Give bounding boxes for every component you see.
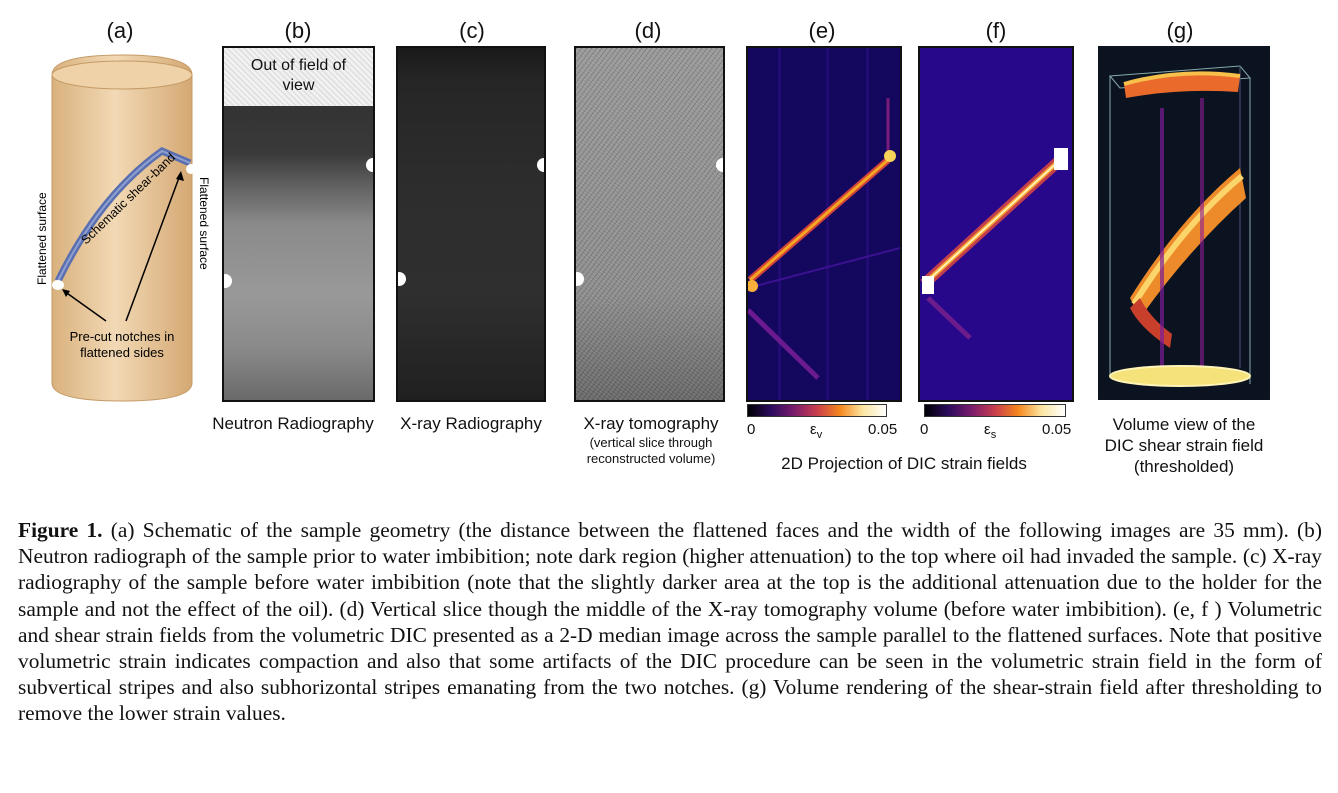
panel-f-letter: (f) (966, 18, 1026, 44)
volume-render (1098, 46, 1270, 400)
tomography-note: (vertical slice through reconstructed vol… (566, 435, 736, 467)
volume-view-caption: Volume view of the DIC shear strain fiel… (1096, 414, 1272, 477)
xray-tomography-slice (574, 46, 725, 402)
figure-caption-text: (a) Schematic of the sample geometry (th… (18, 518, 1322, 725)
shear-colorbar (924, 404, 1066, 417)
figure-caption: Figure 1. (a) Schematic of the sample ge… (18, 517, 1322, 727)
colorbar-f-max: 0.05 (1042, 421, 1071, 438)
dic-projection-caption: 2D Projection of DIC strain fields (746, 454, 1062, 474)
colorbar-f-min: 0 (920, 421, 928, 438)
volumetric-strain-field (746, 46, 902, 402)
right-surface-label: Flattened surface (197, 177, 211, 270)
xray-radiography-caption: X-ray Radiography (386, 414, 556, 434)
panel-d-letter: (d) (618, 18, 678, 44)
panel-b-letter: (b) (268, 18, 328, 44)
notch-label-2: flattened sides (80, 345, 164, 360)
colorbar-f-symbol: εs (984, 421, 996, 441)
notch-label-1: Pre-cut notches in (70, 329, 175, 344)
shear-strain-map (920, 48, 1072, 400)
panel-a-letter: (a) (90, 18, 150, 44)
panel-g-letter: (g) (1150, 18, 1210, 44)
colorbar-e-min: 0 (747, 421, 755, 438)
figure-label: Figure 1. (18, 518, 103, 542)
neutron-caption: Neutron Radiography (200, 414, 386, 434)
volume-render-graphic (1100, 48, 1270, 400)
colorbar-e-max: 0.05 (868, 421, 897, 438)
cylinder-schematic: Schematic shear-band Flattened surface F… (30, 45, 215, 405)
volumetric-strain-map (748, 48, 900, 400)
xray-radiograph (396, 46, 546, 402)
tomography-caption: X-ray tomography (566, 414, 736, 434)
panel-c-letter: (c) (442, 18, 502, 44)
volumetric-colorbar (747, 404, 887, 417)
out-of-view-label: Out of field of view (224, 56, 373, 96)
panel-e-letter: (e) (792, 18, 852, 44)
neutron-radiograph: Out of field of view (222, 46, 375, 402)
colorbar-e-symbol: εv (810, 421, 822, 441)
left-surface-label: Flattened surface (35, 192, 49, 285)
shear-strain-field (918, 46, 1074, 402)
